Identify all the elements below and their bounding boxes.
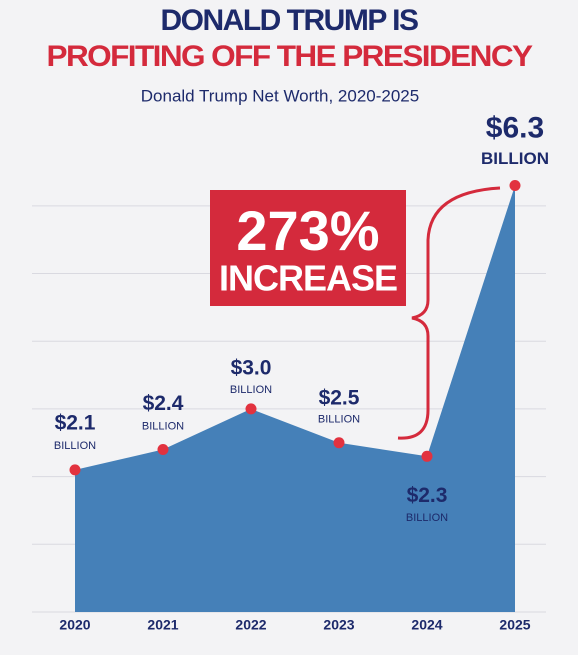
chart-subtitle: Donald Trump Net Worth, 2020-2025 <box>141 86 419 105</box>
labels: 2020 2021 2022 2023 2024 2025 $2.1 BILLION $2.4 B… <box>54 111 549 632</box>
point <box>509 180 521 192</box>
value-label: $2.5 <box>319 386 360 409</box>
chart-title: DONALD TRUMP IS <box>161 4 418 37</box>
point <box>421 450 433 462</box>
x-tick-label: 2022 <box>235 617 266 633</box>
value-label-unit: BILLION <box>318 414 360 426</box>
x-tick-label: 2021 <box>147 617 178 633</box>
value-label: $2.1 <box>55 411 96 434</box>
value-label-unit: BILLION <box>230 384 272 396</box>
x-tick-label: 2023 <box>323 617 354 633</box>
x-tick-label: 2024 <box>411 617 442 633</box>
value-label: $3.0 <box>231 356 272 379</box>
value-label-unit: BILLION <box>481 149 549 168</box>
annotation-subtext: INCREASE <box>219 258 397 299</box>
annotation-box <box>210 190 406 306</box>
value-label-unit: BILLION <box>142 420 184 432</box>
plot <box>69 180 521 613</box>
chart-subtitle-highlight: PROFITING OFF THE PRESIDENCY <box>47 40 534 73</box>
annotation-text: 273% <box>236 199 379 262</box>
point <box>69 464 81 476</box>
point <box>157 444 169 456</box>
value-label: $6.3 <box>486 111 544 144</box>
point <box>333 437 345 449</box>
value-label-unit: BILLION <box>54 440 96 452</box>
x-tick-label: 2025 <box>499 617 530 633</box>
value-label-unit: BILLION <box>406 512 448 524</box>
point <box>245 403 257 415</box>
area <box>75 185 515 613</box>
x-tick-label: 2020 <box>59 617 90 633</box>
value-label: $2.3 <box>407 484 448 507</box>
value-label: $2.4 <box>143 392 184 415</box>
brace <box>397 186 501 440</box>
